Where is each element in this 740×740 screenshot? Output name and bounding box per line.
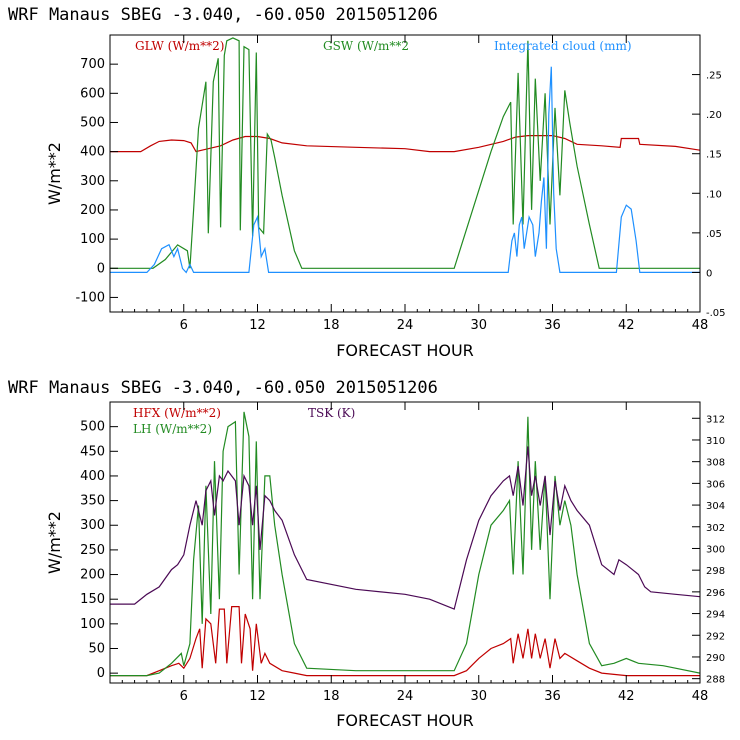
y-tick-label: 0: [97, 261, 105, 276]
series-line-gsw-w-m-2: [110, 37, 700, 269]
series-line-integrated-cloud-mm: [110, 66, 700, 274]
y-tick-label: 100: [80, 617, 105, 632]
series-line-hfx-w-m-2: [110, 606, 700, 677]
legend-entry: GSW (W/m**2: [323, 39, 409, 53]
y2-tick-label: .15: [706, 150, 722, 161]
plot-frame: [109, 34, 701, 313]
x-tick-label: 18: [323, 689, 340, 704]
x-tick-label: 12: [249, 318, 266, 333]
y-axis-label: W/m**2: [45, 511, 64, 574]
y-tick-label: 0: [97, 666, 105, 681]
x-tick-label: 48: [692, 318, 709, 333]
chart-title: WRF Manaus SBEG -3.040, -60.050 20150512…: [8, 5, 438, 25]
x-tick-label: 24: [397, 318, 414, 333]
y2-tick-label: -.05: [706, 308, 726, 319]
y2-tick-label: .05: [706, 229, 722, 240]
series-line-tsk-k: [110, 446, 700, 610]
legend-entry: LH (W/m**2): [133, 422, 212, 436]
x-tick-label: 6: [180, 689, 188, 704]
x-tick-label: 48: [692, 689, 709, 704]
legend-entry: HFX (W/m**2): [133, 406, 221, 420]
x-axis-label: FORECAST HOUR: [336, 341, 474, 360]
y2-tick-label: 312: [706, 414, 725, 425]
series-line-glw-w-m-2: [110, 135, 700, 153]
x-tick-label: 18: [323, 318, 340, 333]
legend-entry: GLW (W/m**2): [135, 39, 224, 53]
plot-frame: [109, 401, 701, 684]
y2-tick-label: 300: [706, 544, 725, 555]
y-tick-label: 400: [80, 469, 105, 484]
y2-tick-label: 304: [706, 501, 725, 512]
y-tick-label: 500: [80, 420, 105, 435]
chart-1: WRF Manaus SBEG -3.040, -60.050 20150512…: [8, 5, 726, 360]
y2-tick-label: 292: [706, 631, 725, 642]
y2-tick-label: .10: [706, 189, 722, 200]
y-tick-label: 200: [80, 568, 105, 583]
chart-title: WRF Manaus SBEG -3.040, -60.050 20150512…: [8, 378, 438, 398]
y2-tick-label: .20: [706, 110, 722, 121]
y-tick-label: 700: [80, 57, 105, 72]
y-tick-label: 350: [80, 494, 105, 509]
y2-tick-label: .25: [706, 71, 722, 82]
x-tick-label: 36: [544, 689, 561, 704]
x-tick-label: 30: [470, 318, 487, 333]
series-line-lh-w-m-2: [110, 411, 700, 677]
x-tick-label: 42: [618, 318, 635, 333]
y-tick-label: 300: [80, 518, 105, 533]
y2-tick-label: 302: [706, 523, 725, 534]
y-axis-label: W/m**2: [45, 142, 64, 205]
x-tick-label: 42: [618, 689, 635, 704]
y2-tick-label: 296: [706, 588, 725, 599]
y2-tick-label: 0: [706, 268, 712, 279]
y2-tick-label: 290: [706, 653, 725, 664]
y-tick-label: 600: [80, 86, 105, 101]
y2-tick-label: 288: [706, 675, 725, 686]
x-tick-label: 6: [180, 318, 188, 333]
y-tick-label: 200: [80, 203, 105, 218]
legend-entry: Integrated cloud (mm): [494, 39, 632, 53]
y-tick-label: 450: [80, 444, 105, 459]
legend-entry: TSK (K): [308, 406, 355, 420]
y-tick-label: 50: [88, 641, 105, 656]
y-tick-label: -100: [75, 290, 105, 305]
x-tick-label: 24: [397, 689, 414, 704]
y2-tick-label: 294: [706, 610, 725, 621]
y-tick-label: 400: [80, 145, 105, 160]
x-tick-label: 30: [470, 689, 487, 704]
y2-tick-label: 306: [706, 479, 725, 490]
y-tick-label: 150: [80, 592, 105, 607]
y-tick-label: 100: [80, 232, 105, 247]
x-axis-label: FORECAST HOUR: [336, 711, 474, 730]
chart-2: WRF Manaus SBEG -3.040, -60.050 20150512…: [8, 378, 725, 730]
y2-tick-label: 308: [706, 458, 725, 469]
y-tick-label: 250: [80, 543, 105, 558]
y-tick-label: 500: [80, 115, 105, 130]
y-tick-label: 300: [80, 174, 105, 189]
y2-tick-label: 310: [706, 436, 725, 447]
y2-tick-label: 298: [706, 566, 725, 577]
x-tick-label: 36: [544, 318, 561, 333]
x-tick-label: 12: [249, 689, 266, 704]
